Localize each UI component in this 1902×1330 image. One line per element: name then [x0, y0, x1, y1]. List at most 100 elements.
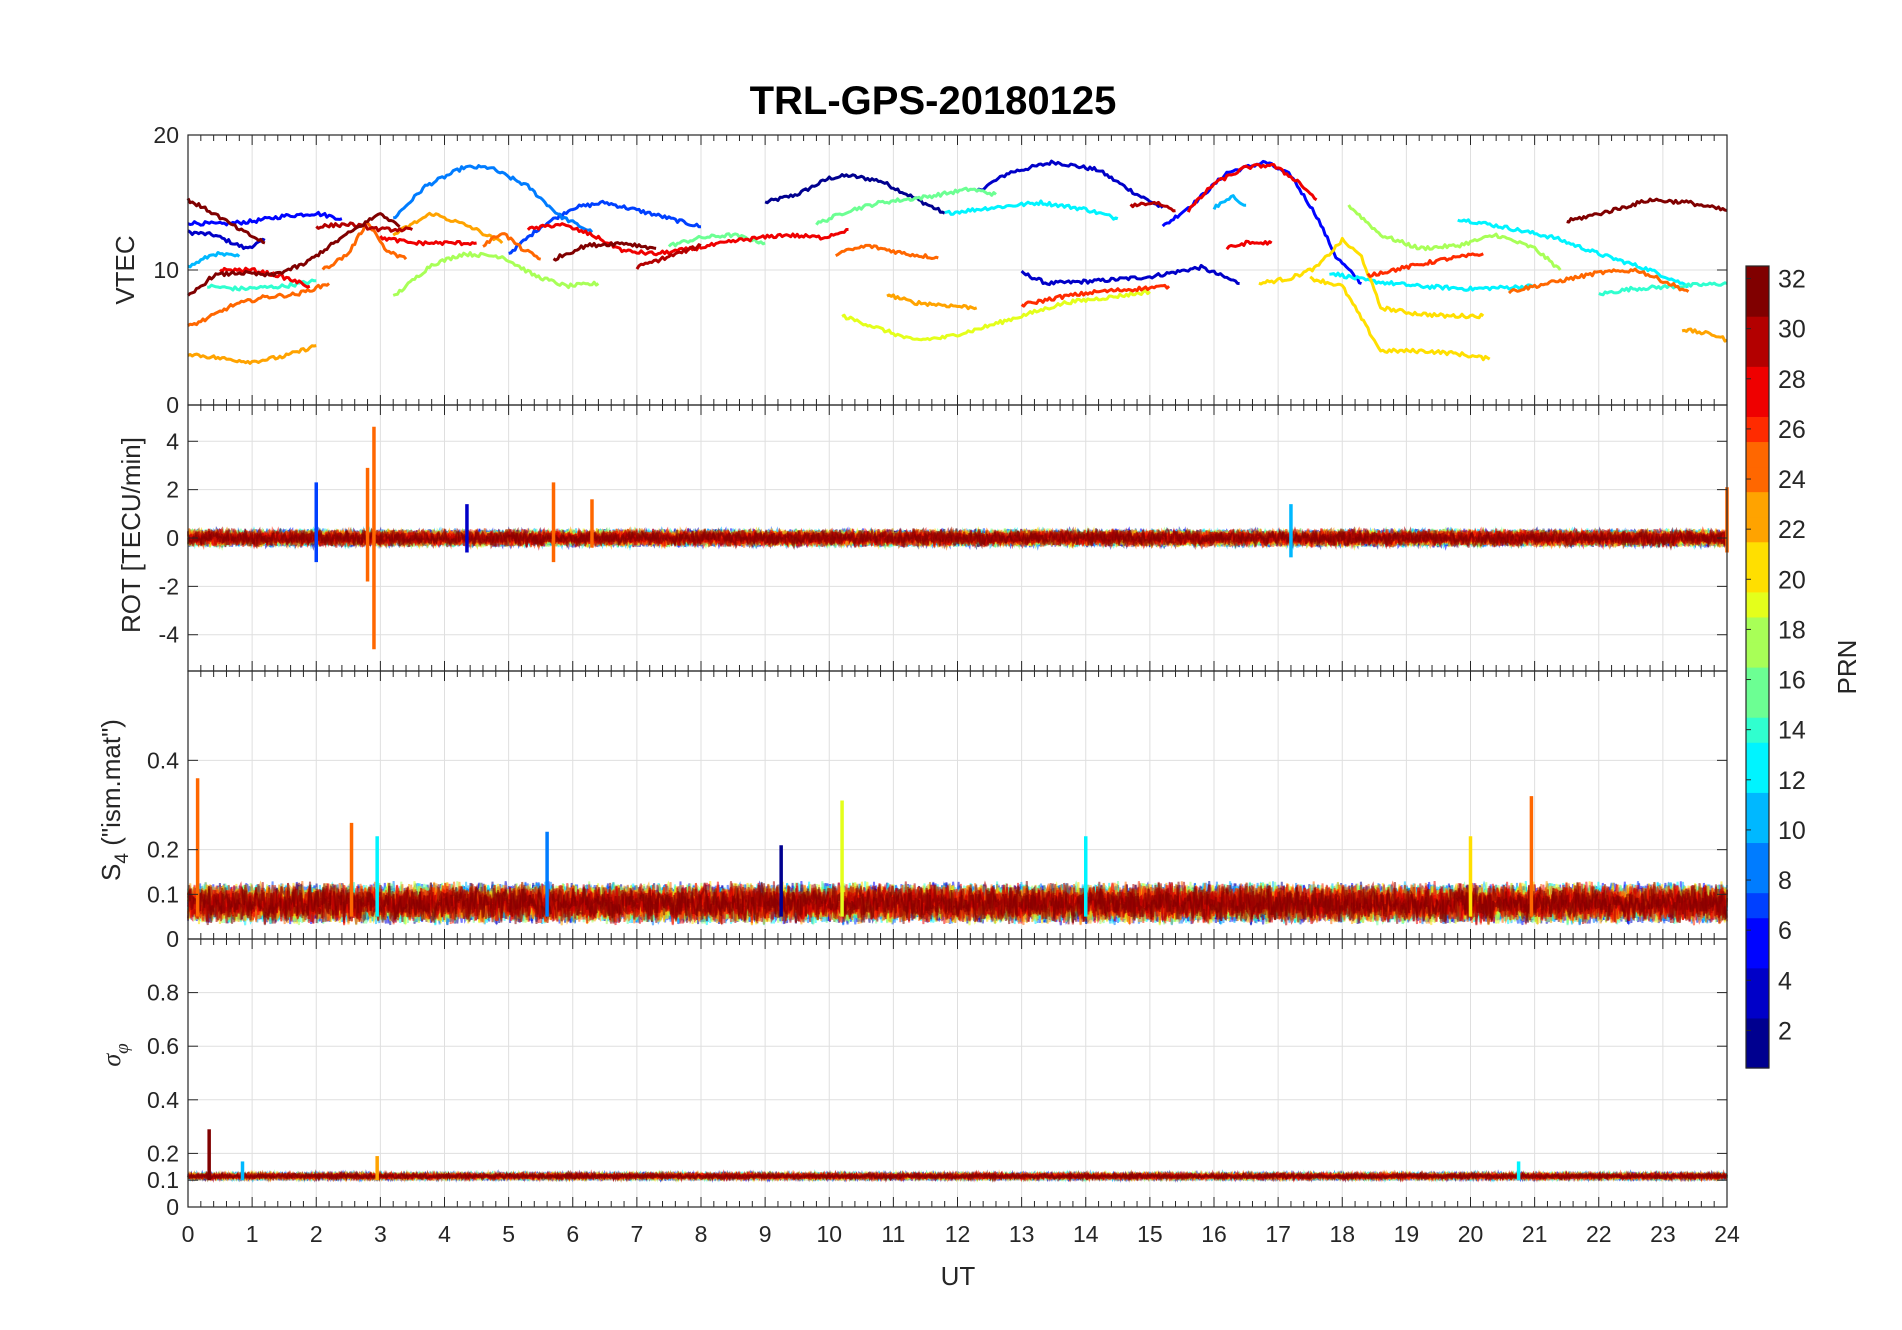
y-tick-label: 0.4 — [147, 1087, 179, 1113]
x-tick-label: 7 — [630, 1221, 643, 1247]
colorbar-band-prn-31 — [1746, 291, 1769, 317]
vtec-series-prn-4 — [1020, 263, 1240, 287]
colorbar-band-prn-4 — [1746, 967, 1769, 994]
colorbar-band-prn-17 — [1746, 641, 1769, 668]
series-lines-sigma-phi — [187, 1129, 1728, 1183]
x-tick-label: 19 — [1394, 1221, 1420, 1247]
x-tick-label: 21 — [1522, 1221, 1548, 1247]
colorbar-tick-label: 10 — [1778, 817, 1806, 845]
vtec-series-prn-25 — [482, 232, 542, 261]
vtec-series-prn-3 — [975, 159, 1164, 209]
colorbar-band-prn-11 — [1746, 792, 1769, 818]
vtec-series-prn-31 — [187, 212, 401, 297]
x-tick-label: 12 — [945, 1221, 971, 1247]
colorbar-band-prn-12 — [1746, 767, 1769, 793]
y-tick-label: 0 — [166, 525, 179, 551]
vtec-series-prn-19 — [841, 289, 1151, 342]
panel-rot: -4 -2 0 2 4 ROT [TECU/min] — [116, 404, 1729, 672]
x-tick-label: 15 — [1137, 1221, 1163, 1247]
colorbar-band-prn-14 — [1746, 717, 1769, 743]
colorbar-band-prn-22 — [1746, 516, 1769, 543]
vtec-series-prn-29 — [1129, 200, 1176, 213]
vtec-series-prn-31 — [552, 241, 657, 262]
colorbar-band-prn-32 — [1746, 266, 1769, 292]
colorbar-tick-label: 14 — [1778, 717, 1806, 745]
y-tick-label: 2 — [166, 477, 179, 503]
panel-sigma-phi: 00.10.20.40.60.8 σφ — [97, 938, 1728, 1220]
vtec-series-prn-11 — [1212, 194, 1247, 211]
vtec-series-prn-28 — [1186, 162, 1318, 213]
colorbar-band-prn-29 — [1746, 341, 1769, 367]
y-axis-label-rot: ROT [TECU/min] — [116, 437, 146, 633]
colorbar-tick-label: 32 — [1778, 266, 1806, 294]
colorbar-tick-label: 8 — [1778, 867, 1792, 895]
colorbar-tick-label: 30 — [1778, 316, 1806, 344]
x-tick-label: 14 — [1073, 1221, 1099, 1247]
x-tick-label: 20 — [1458, 1221, 1484, 1247]
vtec-series-prn-28 — [1225, 239, 1273, 251]
y-tick-label: 0.8 — [147, 980, 179, 1006]
sigma_phi-noise-prn-32 — [187, 1169, 1728, 1183]
colorbar-band-prn-30 — [1746, 316, 1769, 342]
vtec-series-prn-13 — [1329, 271, 1535, 292]
colorbar-band-prn-10 — [1746, 817, 1769, 844]
rot-noise-prn-32 — [187, 526, 1728, 551]
x-axis-label: UT — [941, 1261, 976, 1291]
y-tick-label: 0.1 — [147, 881, 179, 907]
x-tick-label: 11 — [881, 1221, 905, 1247]
x-tick-label: 22 — [1586, 1221, 1612, 1247]
vtec-series-prn-14 — [1598, 281, 1728, 297]
vtec-series-prn-22 — [392, 211, 504, 245]
x-tick-label: 24 — [1714, 1221, 1740, 1247]
colorbar-band-prn-1 — [1746, 1042, 1769, 1069]
y-tick-label: -4 — [159, 622, 180, 648]
colorbar-band-prn-23 — [1746, 491, 1769, 518]
y-tick-label: 0.6 — [147, 1033, 179, 1059]
colorbar-tick-label: 28 — [1778, 366, 1806, 394]
vtec-series-prn-5 — [187, 210, 343, 227]
colorbar-tick-label: 22 — [1778, 516, 1806, 544]
colorbar-band-prn-19 — [1746, 591, 1769, 618]
y-tick-label: 0.2 — [147, 1140, 179, 1166]
colorbar-band-prn-5 — [1746, 942, 1769, 969]
x-tick-label: 2 — [310, 1221, 323, 1247]
x-tick-label: 5 — [502, 1221, 515, 1247]
vtec-series-prn-22 — [187, 344, 317, 365]
vtec-series-prn-9 — [392, 164, 594, 234]
y-axis-label-vtec: VTEC — [110, 235, 140, 304]
x-tick-label: 4 — [438, 1221, 451, 1247]
x-tick-label: 3 — [374, 1221, 387, 1247]
series-lines-rot — [187, 426, 1729, 650]
y-tick-label: 4 — [166, 428, 179, 454]
panel-vtec: 0 10 20 VTEC — [110, 122, 1728, 418]
vtec-series-prn-32 — [186, 197, 266, 245]
colorbar-band-prn-26 — [1746, 416, 1769, 443]
vtec-series-prn-21 — [1309, 275, 1491, 362]
colorbar-band-prn-3 — [1746, 992, 1769, 1019]
x-tick-label: 18 — [1329, 1221, 1355, 1247]
axes-frame-vtec — [187, 134, 1728, 406]
y-tick-label: 0 — [166, 392, 179, 418]
series-lines-s4 — [187, 778, 1728, 926]
x-tick-label: 13 — [1009, 1221, 1035, 1247]
y-tick-label: 0 — [166, 926, 179, 952]
colorbar-band-prn-9 — [1746, 842, 1769, 869]
x-tick-label: 1 — [246, 1221, 259, 1247]
colorbar-band-prn-6 — [1746, 917, 1769, 944]
colorbar-band-prn-7 — [1746, 892, 1769, 919]
y-tick-label: 0.1 — [147, 1167, 179, 1193]
y-tick-label: 0 — [166, 1194, 179, 1220]
y-tick-label: -2 — [159, 573, 179, 599]
colorbar-tick-label: 12 — [1778, 767, 1806, 795]
vtec-series-prn-28 — [379, 235, 477, 247]
colorbar-band-prn-20 — [1746, 566, 1769, 593]
x-tick-label: 16 — [1201, 1221, 1227, 1247]
colorbar-band-prn-8 — [1746, 867, 1769, 894]
x-tick-label: 9 — [759, 1221, 772, 1247]
colorbar-band-prn-28 — [1746, 366, 1769, 392]
vtec-series-prn-20 — [1258, 236, 1485, 320]
